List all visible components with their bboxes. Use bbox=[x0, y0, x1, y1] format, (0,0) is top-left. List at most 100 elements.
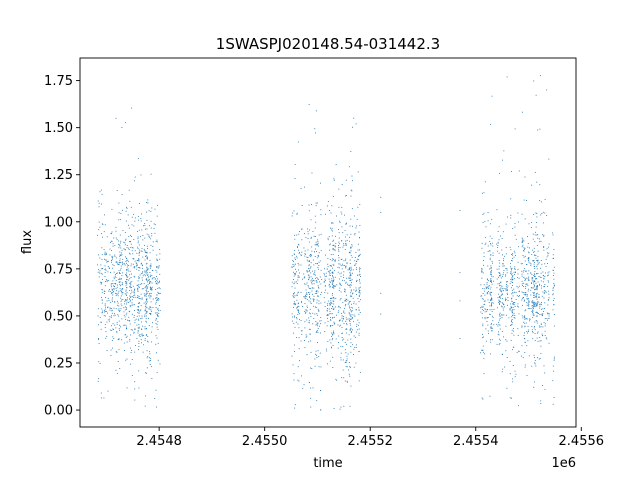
data-point bbox=[350, 310, 352, 312]
data-point bbox=[535, 289, 537, 291]
data-point bbox=[111, 261, 113, 263]
data-point bbox=[490, 286, 492, 288]
data-point bbox=[141, 329, 143, 330]
data-point bbox=[530, 263, 532, 265]
data-point bbox=[332, 285, 334, 287]
data-point bbox=[118, 262, 120, 264]
data-point bbox=[317, 322, 319, 324]
data-point bbox=[522, 238, 524, 240]
data-point bbox=[534, 241, 536, 243]
data-point bbox=[115, 292, 116, 294]
data-point bbox=[148, 234, 150, 236]
data-point bbox=[154, 232, 156, 234]
data-point bbox=[538, 296, 540, 298]
data-point bbox=[359, 282, 361, 284]
data-point bbox=[129, 240, 130, 242]
data-point bbox=[491, 299, 493, 300]
data-point bbox=[528, 223, 530, 225]
data-point bbox=[534, 234, 536, 236]
data-point bbox=[308, 300, 310, 302]
data-point bbox=[124, 303, 126, 305]
data-point bbox=[145, 278, 147, 280]
data-point bbox=[304, 253, 306, 255]
data-point bbox=[304, 276, 306, 278]
data-point bbox=[99, 226, 101, 228]
data-point bbox=[329, 303, 331, 305]
data-point bbox=[119, 279, 121, 280]
data-point bbox=[510, 214, 512, 216]
data-point bbox=[98, 361, 100, 363]
data-point bbox=[138, 258, 140, 260]
y-tick-label: 0.00 bbox=[44, 404, 73, 419]
data-point bbox=[118, 219, 120, 221]
data-point bbox=[105, 252, 107, 254]
data-point bbox=[150, 313, 151, 314]
data-point bbox=[534, 333, 536, 334]
data-point bbox=[350, 318, 351, 320]
data-point bbox=[316, 290, 318, 292]
data-point bbox=[116, 351, 118, 353]
data-point bbox=[310, 276, 312, 278]
data-point bbox=[138, 284, 140, 285]
data-point bbox=[481, 270, 483, 272]
data-point bbox=[151, 288, 153, 289]
data-point bbox=[542, 384, 544, 386]
data-point bbox=[490, 243, 491, 244]
data-point bbox=[138, 277, 140, 279]
data-point bbox=[120, 267, 122, 269]
data-point bbox=[100, 322, 102, 324]
data-point bbox=[490, 291, 492, 293]
data-point bbox=[111, 240, 113, 242]
data-point bbox=[293, 379, 295, 381]
data-point bbox=[157, 316, 159, 318]
data-point bbox=[332, 248, 334, 249]
data-point bbox=[146, 202, 148, 203]
data-point bbox=[156, 352, 157, 354]
data-point bbox=[303, 273, 305, 275]
data-point bbox=[124, 350, 125, 351]
data-point bbox=[104, 285, 106, 287]
data-point bbox=[510, 273, 511, 275]
data-point bbox=[120, 242, 121, 244]
data-point bbox=[502, 368, 504, 370]
data-point bbox=[485, 226, 487, 228]
data-point bbox=[536, 289, 538, 291]
data-point bbox=[113, 329, 114, 330]
data-point bbox=[514, 268, 516, 270]
data-point bbox=[117, 284, 118, 286]
data-point bbox=[512, 346, 514, 348]
data-point bbox=[481, 306, 483, 308]
data-point bbox=[341, 333, 343, 335]
data-point bbox=[530, 264, 532, 266]
data-point bbox=[501, 314, 502, 316]
data-point bbox=[308, 278, 310, 280]
data-point bbox=[102, 299, 103, 301]
data-point bbox=[128, 249, 130, 250]
data-point bbox=[540, 323, 542, 325]
data-point bbox=[349, 284, 351, 286]
data-point bbox=[341, 206, 343, 208]
data-point bbox=[118, 272, 120, 273]
data-point bbox=[308, 276, 310, 278]
data-point bbox=[521, 283, 523, 285]
data-point bbox=[97, 271, 99, 273]
data-point bbox=[296, 255, 298, 257]
data-point bbox=[326, 310, 328, 312]
data-point bbox=[506, 272, 508, 274]
data-point bbox=[486, 283, 488, 285]
data-point bbox=[537, 331, 539, 333]
data-point bbox=[98, 202, 100, 204]
data-point bbox=[151, 366, 153, 368]
data-point bbox=[482, 333, 483, 335]
data-point bbox=[335, 164, 337, 166]
data-point bbox=[491, 274, 493, 276]
data-point bbox=[531, 282, 533, 284]
data-point bbox=[151, 275, 153, 276]
data-point bbox=[544, 290, 546, 291]
data-point bbox=[539, 200, 541, 202]
data-point bbox=[539, 340, 541, 342]
data-point bbox=[353, 289, 355, 291]
data-point bbox=[152, 241, 154, 243]
data-point bbox=[524, 364, 526, 366]
data-point bbox=[125, 282, 126, 284]
